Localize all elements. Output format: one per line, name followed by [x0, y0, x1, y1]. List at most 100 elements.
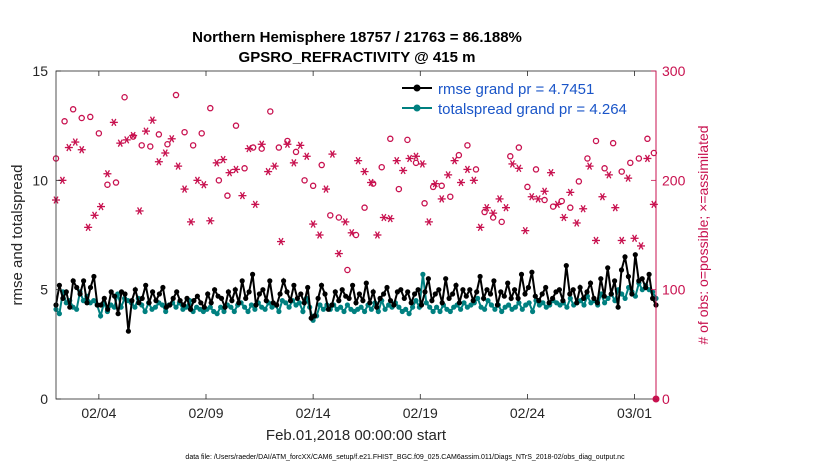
- assimilated-obs-point: [489, 209, 498, 217]
- rmse-point: [312, 313, 318, 319]
- asterisk-stroke: [304, 152, 310, 161]
- rmse-point: [439, 300, 445, 306]
- rmse-point: [274, 302, 280, 308]
- rmse-point: [60, 295, 66, 301]
- totalspread-point: [344, 302, 350, 308]
- asterisk-stroke: [175, 162, 181, 170]
- asterisk-stroke: [355, 156, 361, 165]
- asterisk-stroke: [548, 168, 554, 177]
- totalspread-point: [56, 311, 63, 317]
- totalspread-point: [207, 304, 213, 310]
- asterisk-stroke: [542, 187, 548, 196]
- assimilated-obs-point: [418, 160, 427, 168]
- x-axis-label: Feb.01,2018 00:00:00 start: [266, 427, 447, 444]
- y2-tick-label: 0: [662, 391, 670, 407]
- rmse-point: [556, 287, 563, 293]
- assimilated-obs-point: [180, 185, 189, 193]
- rmse-point: [622, 254, 628, 260]
- rmse-point: [153, 298, 159, 304]
- asterisk-stroke: [535, 195, 541, 203]
- rmse-point: [236, 300, 242, 306]
- possible-obs-point: [249, 144, 257, 151]
- rmse-point: [618, 267, 625, 273]
- assimilated-obs-point: [148, 116, 157, 124]
- possible-obs-point: [618, 168, 625, 175]
- rmse-point: [477, 273, 483, 280]
- possible-obs-point: [292, 148, 300, 156]
- asterisk-stroke: [516, 164, 522, 173]
- asterisk-stroke: [477, 223, 483, 232]
- possible-obs-point: [147, 143, 154, 150]
- rmse-point: [429, 298, 435, 304]
- y2-tick-label: 300: [662, 63, 686, 79]
- rmse-point: [436, 287, 442, 293]
- totalspread-point: [245, 308, 251, 315]
- x-tick-label: 02/09: [188, 405, 223, 421]
- asterisk-stroke: [632, 234, 638, 243]
- assimilated-obs-point: [431, 179, 440, 188]
- rmse-point: [415, 287, 421, 293]
- rmse-point: [387, 298, 394, 304]
- asterisk-stroke: [98, 202, 104, 211]
- rmse-point: [205, 291, 211, 297]
- totalspread-point: [423, 300, 429, 306]
- assimilated-obs-point: [527, 192, 536, 201]
- rmse-point: [470, 298, 476, 304]
- rmse-point: [253, 302, 259, 308]
- assimilated-obs-point: [251, 200, 260, 209]
- legend: rmse grand pr = 4.7451 totalspread grand…: [402, 81, 627, 118]
- rmse-point: [350, 282, 356, 288]
- totalspread-point: [458, 306, 464, 312]
- assimilated-obs-point: [97, 202, 105, 211]
- rmse-point: [574, 300, 580, 306]
- totalspread-point: [252, 306, 258, 312]
- totalspread-point: [163, 308, 169, 315]
- possible-obs-point: [387, 135, 394, 143]
- asterisk-stroke: [490, 209, 496, 217]
- possible-obs-point: [524, 183, 531, 191]
- possible-obs-point: [489, 214, 497, 221]
- possible-obs-point: [567, 204, 574, 211]
- totalspread-point: [516, 300, 522, 306]
- rmse-point: [391, 302, 397, 308]
- assimilated-obs-point: [341, 218, 350, 226]
- rmse-point: [518, 271, 525, 277]
- assimilated-obs-point: [64, 143, 73, 152]
- rmse-point: [398, 287, 404, 293]
- rmse-point: [570, 287, 576, 293]
- assimilated-obs-point: [617, 236, 626, 245]
- legend-spread-marker: [413, 104, 421, 112]
- totalspread-point: [142, 308, 148, 315]
- rmse-point: [87, 284, 94, 291]
- possible-obs-point: [541, 196, 548, 204]
- asterisk-stroke: [503, 203, 509, 212]
- asterisk-stroke: [79, 145, 85, 154]
- rmse-point: [591, 295, 597, 301]
- asterisk-stroke: [612, 203, 618, 212]
- rmse-point: [115, 311, 121, 317]
- possible-obs-point: [241, 165, 248, 172]
- asterisk-stroke: [227, 168, 233, 177]
- assimilated-obs-point: [309, 220, 318, 228]
- possible-obs-point: [61, 118, 68, 125]
- assimilated-obs-point: [122, 136, 131, 144]
- assimilated-obs-point: [238, 191, 247, 200]
- assimilated-obs-point: [328, 150, 337, 158]
- asterisk-stroke: [188, 218, 194, 226]
- assimilated-obs-point: [264, 167, 273, 176]
- assimilated-obs-point: [302, 152, 311, 161]
- rmse-point: [318, 282, 325, 288]
- asterisk-stroke: [162, 149, 168, 157]
- possible-obs-point: [447, 193, 454, 200]
- rmse-point: [67, 304, 73, 310]
- asterisk-stroke: [124, 136, 130, 144]
- rmse-point: [305, 284, 311, 291]
- asterisk-stroke: [284, 140, 290, 149]
- rmse-point: [294, 295, 300, 301]
- rmse-point: [129, 298, 135, 304]
- possible-obs-point: [267, 108, 274, 115]
- assimilated-obs-point: [71, 138, 80, 146]
- x-tick-label: 02/19: [403, 405, 438, 421]
- possible-obs-point: [498, 218, 505, 226]
